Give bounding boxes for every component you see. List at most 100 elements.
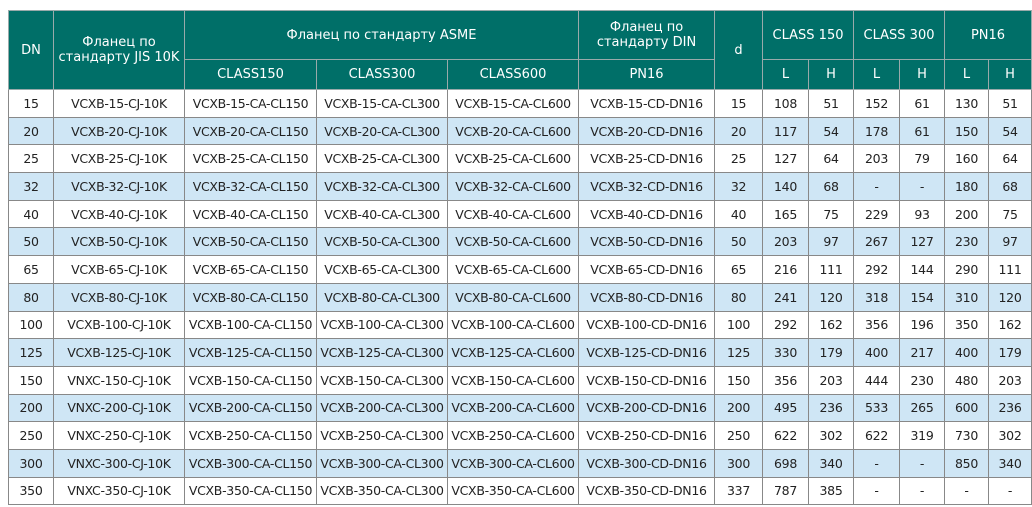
cell-pn16-l: 600 [944,393,990,423]
cell-asme-cl600: VCXB-32-CA-CL600 [446,172,580,201]
cell-din-pn16: VCXB-125-CD-DN16 [578,338,716,367]
cell-asme-cl600: VCXB-50-CA-CL600 [446,227,580,257]
cell-asme-cl300: VCXB-150-CA-CL300 [316,365,448,395]
table-row: 50 VCXB-50-CJ-10K VCXB-50-CA-CL150 VCXB-50-… [8,227,1032,257]
cell-asme-cl300: VCXB-100-CA-CL300 [316,310,448,340]
cell-d: 337 [714,476,764,506]
cell-din-pn16: VCXB-65-CD-DN16 [578,255,716,284]
header-asme-class600: CLASS600 [446,59,580,90]
cell-class300-h: 79 [899,144,946,174]
cell-pn16-l: 310 [944,282,990,312]
cell-pn16-h: 340 [988,448,1032,478]
cell-class150-h: 302 [808,421,855,450]
cell-d: 125 [714,338,764,367]
cell-din-pn16: VCXB-100-CD-DN16 [578,310,716,340]
cell-class150-h: 68 [808,172,855,201]
cell-class300-h: 154 [899,282,946,312]
cell-class150-h: 162 [808,310,855,340]
cell-class150-l: 495 [762,393,810,423]
table-row: 250 VNXC-250-CJ-10K VCXB-250-CA-CL150 VCXB-… [8,421,1032,450]
cell-jis: VCXB-20-CJ-10K [53,116,185,146]
cell-class150-l: 140 [762,172,810,201]
cell-class150-h: 236 [808,393,855,423]
cell-jis: VCXB-40-CJ-10K [53,199,185,229]
cell-class300-h: 217 [899,338,946,367]
cell-pn16-l: 850 [944,448,990,478]
cell-asme-cl150: VCXB-50-CA-CL150 [184,227,317,257]
cell-asme-cl150: VCXB-15-CA-CL150 [184,89,317,118]
cell-asme-cl600: VCXB-65-CA-CL600 [446,255,580,284]
cell-jis: VCXB-100-CJ-10K [53,310,185,340]
cell-asme-cl600: VCXB-150-CA-CL600 [446,365,580,395]
cell-din-pn16: VCXB-200-CD-DN16 [578,393,716,423]
cell-d: 250 [714,421,764,450]
cell-class150-h: 120 [808,282,855,312]
cell-d: 20 [714,116,764,146]
header-asme-class150: CLASS150 [184,59,317,90]
cell-dn: 200 [8,393,54,423]
table-row: 300 VNXC-300-CJ-10K VCXB-300-CA-CL150 VCXB-… [8,448,1032,478]
cell-pn16-l: 480 [944,365,990,395]
table-row: 80 VCXB-80-CJ-10K VCXB-80-CA-CL150 VCXB-80-… [8,282,1032,312]
cell-pn16-l: 350 [944,310,990,340]
table-row: 25 VCXB-25-CJ-10K VCXB-25-CA-CL150 VCXB-25-… [8,144,1032,174]
table-row: 100 VCXB-100-CJ-10K VCXB-100-CA-CL150 VCXB-… [8,310,1032,340]
cell-asme-cl150: VCXB-80-CA-CL150 [184,282,317,312]
cell-dn: 32 [8,172,54,201]
header-class150-l: L [762,59,810,90]
header-class300-l: L [853,59,901,90]
cell-asme-cl300: VCXB-20-CA-CL300 [316,116,448,146]
cell-asme-cl150: VCXB-150-CA-CL150 [184,365,317,395]
cell-class300-l: 318 [853,282,901,312]
cell-jis: VNXC-350-CJ-10K [53,476,185,506]
cell-class150-l: 165 [762,199,810,229]
cell-pn16-l: 730 [944,421,990,450]
cell-asme-cl600: VCXB-40-CA-CL600 [446,199,580,229]
cell-jis: VNXC-150-CJ-10K [53,365,185,395]
cell-class300-h: 265 [899,393,946,423]
header-dn: DN [8,10,54,90]
cell-class300-h: 144 [899,255,946,284]
cell-pn16-h: - [988,476,1032,506]
cell-class300-h: - [899,476,946,506]
cell-class300-h: - [899,448,946,478]
cell-asme-cl600: VCXB-200-CA-CL600 [446,393,580,423]
cell-class150-h: 385 [808,476,855,506]
cell-dn: 40 [8,199,54,229]
cell-class150-h: 179 [808,338,855,367]
cell-class300-l: 622 [853,421,901,450]
header-asme: Фланец по стандарту ASME [183,10,580,60]
cell-class150-l: 117 [762,116,810,146]
cell-jis: VCXB-80-CJ-10K [53,282,185,312]
cell-pn16-h: 203 [988,365,1032,395]
cell-asme-cl600: VCXB-125-CA-CL600 [446,338,580,367]
cell-class300-l: - [853,448,901,478]
cell-class150-h: 64 [808,144,855,174]
cell-asme-cl150: VCXB-200-CA-CL150 [184,393,317,423]
cell-pn16-l: 400 [944,338,990,367]
cell-class150-l: 127 [762,144,810,174]
cell-pn16-l: - [944,476,990,506]
cell-asme-cl300: VCXB-65-CA-CL300 [316,255,448,284]
cell-class150-h: 54 [808,116,855,146]
cell-pn16-h: 97 [988,227,1032,257]
cell-jis: VCXB-50-CJ-10K [53,227,185,257]
cell-class300-l: 444 [853,365,901,395]
cell-asme-cl300: VCXB-32-CA-CL300 [316,172,448,201]
cell-class300-l: - [853,172,901,201]
cell-class150-h: 111 [808,255,855,284]
cell-class300-l: 203 [853,144,901,174]
cell-class300-l: 267 [853,227,901,257]
cell-din-pn16: VCXB-40-CD-DN16 [578,199,716,229]
cell-pn16-h: 111 [988,255,1032,284]
cell-d: 40 [714,199,764,229]
cell-din-pn16: VCXB-150-CD-DN16 [578,365,716,395]
header-pn16-l: L [944,59,990,90]
cell-din-pn16: VCXB-350-CD-DN16 [578,476,716,506]
cell-jis: VNXC-200-CJ-10K [53,393,185,423]
cell-din-pn16: VCXB-25-CD-DN16 [578,144,716,174]
cell-class300-l: 292 [853,255,901,284]
cell-class300-h: 230 [899,365,946,395]
header-asme-class300: CLASS300 [316,59,448,90]
cell-d: 200 [714,393,764,423]
